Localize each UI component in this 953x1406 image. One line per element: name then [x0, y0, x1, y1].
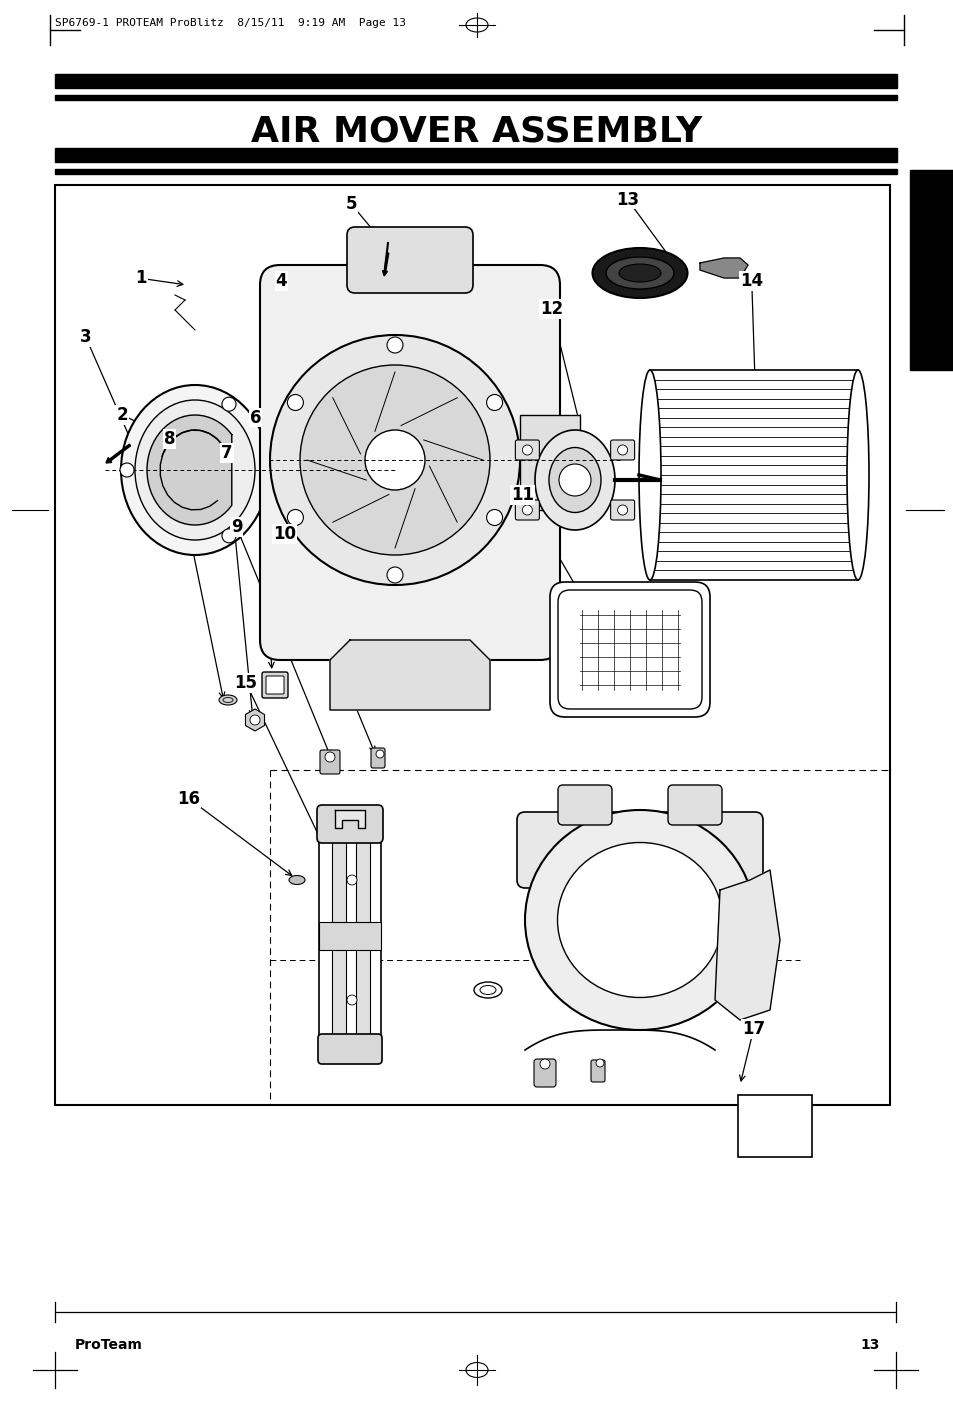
FancyBboxPatch shape — [316, 806, 382, 844]
Ellipse shape — [618, 264, 660, 283]
Polygon shape — [700, 257, 747, 278]
Bar — [55, 186, 889, 1105]
Circle shape — [617, 446, 627, 456]
FancyArrow shape — [382, 253, 388, 276]
FancyBboxPatch shape — [319, 749, 339, 773]
Bar — [55, 148, 896, 162]
FancyBboxPatch shape — [371, 748, 385, 768]
Circle shape — [375, 749, 384, 758]
Bar — [332, 818, 346, 1047]
Ellipse shape — [524, 810, 754, 1031]
Polygon shape — [147, 415, 232, 524]
Bar — [55, 96, 896, 100]
Circle shape — [299, 366, 490, 555]
FancyArrow shape — [106, 444, 131, 463]
Bar — [318, 922, 380, 950]
FancyBboxPatch shape — [317, 1033, 381, 1064]
Circle shape — [558, 464, 590, 496]
FancyBboxPatch shape — [590, 1060, 604, 1083]
FancyBboxPatch shape — [347, 226, 473, 292]
Circle shape — [539, 1059, 550, 1069]
Ellipse shape — [289, 876, 305, 884]
Circle shape — [120, 463, 133, 477]
Circle shape — [486, 395, 502, 411]
Polygon shape — [714, 870, 780, 1019]
Text: 10: 10 — [273, 526, 295, 543]
Ellipse shape — [121, 385, 269, 555]
Bar — [909, 170, 953, 370]
FancyBboxPatch shape — [517, 813, 762, 889]
Polygon shape — [330, 640, 490, 710]
Ellipse shape — [219, 695, 236, 704]
Bar — [55, 169, 896, 174]
Ellipse shape — [592, 247, 687, 298]
Circle shape — [522, 505, 532, 515]
Text: 1: 1 — [135, 270, 147, 287]
Circle shape — [222, 396, 235, 411]
Text: 16: 16 — [177, 790, 200, 807]
Text: 13: 13 — [860, 1339, 879, 1353]
Text: 14: 14 — [740, 273, 762, 290]
Bar — [55, 75, 896, 89]
Text: 17: 17 — [741, 1021, 764, 1038]
Text: 5: 5 — [345, 195, 356, 212]
Text: ProTeam: ProTeam — [75, 1339, 143, 1353]
Circle shape — [270, 335, 519, 585]
Bar — [649, 370, 857, 581]
Ellipse shape — [474, 981, 501, 998]
Ellipse shape — [557, 842, 721, 997]
Circle shape — [387, 567, 402, 583]
Ellipse shape — [535, 430, 615, 530]
Text: 11: 11 — [511, 486, 534, 503]
Circle shape — [222, 529, 235, 543]
Ellipse shape — [605, 257, 673, 290]
Circle shape — [287, 509, 303, 526]
Circle shape — [250, 716, 260, 725]
Text: SP6769-1 PROTEAM ProBlitz  8/15/11  9:19 AM  Page 13: SP6769-1 PROTEAM ProBlitz 8/15/11 9:19 A… — [55, 18, 406, 28]
FancyBboxPatch shape — [515, 501, 538, 520]
Bar — [519, 415, 579, 510]
FancyBboxPatch shape — [610, 501, 634, 520]
Polygon shape — [335, 810, 365, 828]
Text: 3: 3 — [80, 329, 91, 346]
FancyBboxPatch shape — [558, 785, 612, 825]
Text: 12: 12 — [539, 301, 562, 318]
Bar — [318, 810, 380, 1060]
Circle shape — [325, 752, 335, 762]
Circle shape — [486, 509, 502, 526]
Ellipse shape — [639, 370, 660, 581]
Bar — [355, 818, 370, 1047]
Text: 8: 8 — [164, 430, 175, 447]
FancyBboxPatch shape — [260, 264, 559, 659]
FancyBboxPatch shape — [515, 440, 538, 460]
FancyBboxPatch shape — [667, 785, 721, 825]
Ellipse shape — [548, 447, 600, 513]
FancyBboxPatch shape — [534, 1059, 556, 1087]
Circle shape — [287, 395, 303, 411]
FancyBboxPatch shape — [550, 582, 709, 717]
Circle shape — [596, 1059, 603, 1067]
Bar — [738, 1095, 811, 1157]
Circle shape — [347, 875, 356, 884]
Text: 6: 6 — [250, 409, 261, 426]
Text: 9: 9 — [231, 519, 242, 536]
Circle shape — [347, 995, 356, 1005]
Text: 2: 2 — [116, 406, 128, 423]
Ellipse shape — [135, 399, 254, 540]
Text: 13: 13 — [616, 191, 639, 208]
Text: 4: 4 — [275, 273, 287, 290]
Circle shape — [522, 446, 532, 456]
FancyBboxPatch shape — [610, 440, 634, 460]
Text: 15: 15 — [234, 675, 257, 692]
Text: 7: 7 — [221, 444, 233, 461]
Text: AIR MOVER ASSEMBLY: AIR MOVER ASSEMBLY — [251, 115, 702, 149]
Circle shape — [617, 505, 627, 515]
FancyBboxPatch shape — [262, 672, 288, 697]
Circle shape — [387, 337, 402, 353]
Circle shape — [365, 430, 424, 491]
FancyBboxPatch shape — [266, 676, 284, 695]
Ellipse shape — [846, 370, 868, 581]
